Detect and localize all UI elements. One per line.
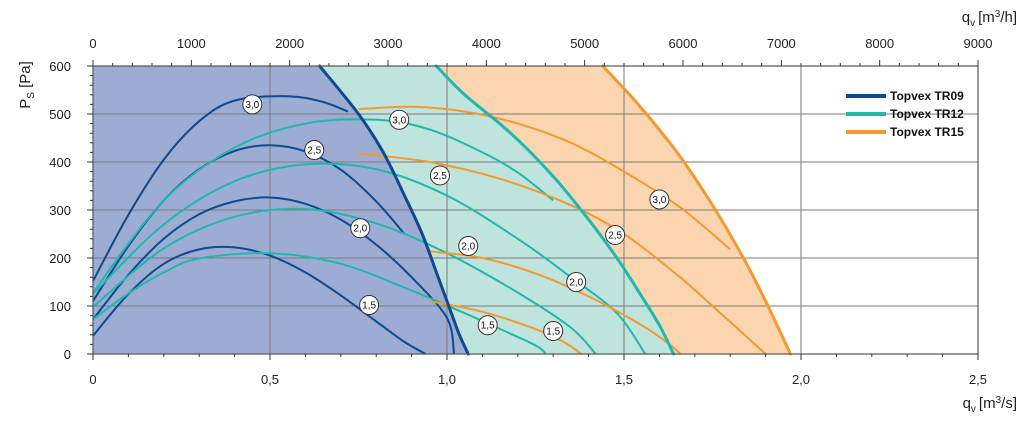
bottom-tick-label: 0,5 [261,372,279,387]
top-axis-label-unit-end: /h] [1000,9,1017,26]
curve-label-circle [477,315,498,336]
left-tick-label: 300 [49,203,71,218]
curve-label: 1,5 [359,295,380,316]
boundary-curve-topvex-tr12 [434,64,676,356]
legend-item: Topvex TR09 [846,89,964,103]
bottom-tick-label: 2,0 [792,372,810,387]
curve-topvex-tr09-3-0 [92,95,349,282]
left-axis-label: PS [Pa] [17,61,37,109]
bottom-axis-label-sub: v [971,404,976,415]
top-tick-label: 7000 [767,36,796,51]
curve-label-circle [566,272,587,292]
top-tick-label: 1000 [177,36,206,51]
legend-label: Topvex TR09 [890,89,964,103]
axis-ticks: 0 0,5 1,0 1,5 2,0 2,50 1000 2000 3000 4000 5000 600… [49,36,992,387]
curve-topvex-tr09-1-5 [92,245,427,355]
top-tick-label: 5000 [570,36,599,51]
top-axis-label-unit: [m [978,9,995,26]
legend-item: Topvex TR12 [846,107,964,121]
curve-topvex-tr15-1-5 [429,300,583,355]
bottom-tick-label: 1,0 [438,372,456,387]
bottom-tick-label: 1,5 [615,372,633,387]
curve-label-text: 1,5 [546,326,560,337]
curve-label: 2,0 [566,272,587,292]
top-tick-label: 3000 [374,36,403,51]
curve-topvex-tr12-2-0 [92,207,597,355]
curve-label-text: 2,0 [569,278,583,289]
legend: Topvex TR09 Topvex TR12 Topvex TR15 [846,89,964,139]
curve-label-circle [458,236,479,256]
legend-label: Topvex TR12 [890,107,964,121]
curve-label-circle [389,109,410,130]
curve-label-text: 2,0 [461,242,475,253]
top-axis-label-main: q [962,9,970,26]
curve-label: 2,5 [605,224,626,245]
boundary-curve-topvex-tr15 [601,64,792,356]
curve-label-circle [304,140,325,160]
legend-item: Topvex TR15 [846,125,964,139]
curve-label: 2,5 [429,165,450,186]
left-axis-label-main: P [17,99,34,109]
bottom-axis-label-unit: [m [979,395,996,412]
bottom-tick-label: 2,5 [969,372,987,387]
bottom-axis-label-unit-end: /s] [1001,395,1017,412]
curve-label: 1,5 [543,320,564,341]
left-tick-label: 0 [64,347,71,362]
curve-label-text: 3,0 [652,195,666,206]
curve-topvex-tr15-3-0 [358,105,731,251]
curve-label-circle [242,94,263,115]
left-tick-label: 200 [49,251,71,266]
curve-label-text: 2,0 [353,224,367,235]
top-tick-label: 9000 [964,36,993,51]
curve-label-text: 1,5 [481,321,495,332]
curve-label-text: 2,5 [433,171,447,182]
curve-label: 2,0 [458,236,479,256]
top-tick-label: 2000 [275,36,304,51]
left-tick-label: 500 [49,107,71,122]
top-axis-label-sup: 3 [995,9,1001,20]
boundary-curve-topvex-tr09 [318,64,470,356]
curve-label-circle [605,224,626,245]
performance-curves [92,95,767,355]
bottom-axis-label: qv [m3/s] [963,395,1017,415]
left-axis-label-unit: [Pa] [17,61,34,92]
top-tick-label: 0 [89,36,96,51]
curve-label-circle [543,320,564,341]
left-tick-label: 100 [49,299,71,314]
curve-label: 3,0 [389,109,410,130]
curve-label: 2,5 [304,140,325,160]
top-tick-label: 8000 [865,36,894,51]
curve-label: 2,0 [350,218,371,239]
top-tick-label: 6000 [669,36,698,51]
curve-label-circle [359,295,380,316]
top-tick-label: 4000 [472,36,501,51]
curve-label: 3,0 [242,94,263,115]
top-axis-label: qv [m3/h] [962,9,1017,29]
curve-topvex-tr12-3-0 [92,118,554,294]
curve-topvex-tr09-2-0 [92,196,456,355]
curve-label-text: 1,5 [362,301,376,312]
curve-label-circle [350,218,371,239]
curve-label-text: 2,5 [608,230,622,241]
curve-label-text: 3,0 [392,115,406,126]
curve-label-circle [429,165,450,186]
left-tick-label: 600 [49,59,71,74]
top-axis-label-sub: v [970,18,975,29]
curve-label-circle [649,189,670,210]
curve-topvex-tr12-2-5 [92,162,647,355]
curve-label-text: 3,0 [245,100,259,111]
left-tick-label: 400 [49,155,71,170]
left-axis-label-sub: S [26,92,37,99]
bottom-axis-label-main: q [963,395,971,412]
max-boundary-curves [318,64,792,356]
curve-topvex-tr12-1-5 [92,252,547,355]
curve-label: 3,0 [649,189,670,210]
bottom-tick-label: 0 [89,372,96,387]
legend-label: Topvex TR15 [890,125,964,139]
curve-label: 1,5 [477,315,498,336]
bottom-axis-label-sup: 3 [996,395,1002,406]
curve-label-text: 2,5 [307,146,321,157]
curve-labels: 3,0 2,5 2,0 1,5 3,0 2,5 2,0 1,5 3,0 2,5 2,0 1,5 [242,94,670,341]
